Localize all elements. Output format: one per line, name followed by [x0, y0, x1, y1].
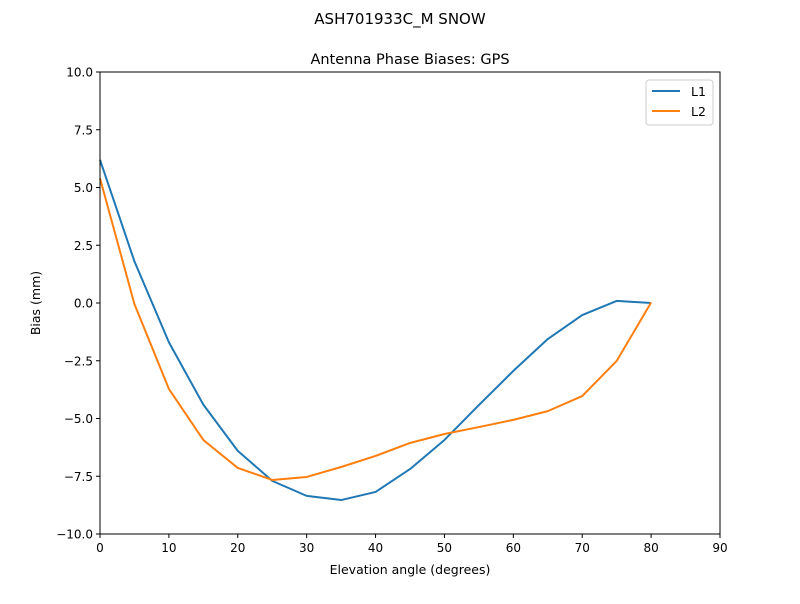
chart-title: Antenna Phase Biases: GPS [310, 52, 509, 68]
x-axis-label: Elevation angle (degrees) [330, 562, 491, 577]
figure-suptitle: ASH701933C_M SNOW [314, 10, 486, 29]
legend-label-l1: L1 [691, 84, 706, 99]
legend-label-l2: L2 [691, 104, 706, 119]
x-tick-label: 40 [368, 541, 383, 555]
y-tick-label: −10.0 [56, 528, 93, 542]
x-tick-label: 30 [299, 541, 314, 555]
x-tick-label: 60 [506, 541, 521, 555]
x-tick-label: 90 [712, 541, 727, 555]
x-tick-label: 20 [230, 541, 245, 555]
y-axis-label: Bias (mm) [28, 271, 43, 335]
y-tick-label: 0.0 [74, 297, 93, 311]
x-tick-label: 10 [161, 541, 176, 555]
x-tick-label: 70 [575, 541, 590, 555]
y-tick-label: −2.5 [64, 354, 93, 368]
plot-frame [100, 72, 720, 534]
series-line-l2 [100, 178, 651, 480]
x-tick-label: 80 [643, 541, 658, 555]
y-tick-label: −5.0 [64, 412, 93, 426]
series-line-l1 [100, 160, 651, 500]
x-tick-label: 0 [96, 541, 104, 555]
y-tick-label: 10.0 [66, 66, 93, 80]
y-tick-label: 5.0 [74, 181, 93, 195]
series-layer [100, 160, 651, 500]
x-tick-label: 50 [437, 541, 452, 555]
y-tick-label: 2.5 [74, 239, 93, 253]
y-tick-label: 7.5 [74, 123, 93, 137]
y-tick-label: −7.5 [64, 470, 93, 484]
